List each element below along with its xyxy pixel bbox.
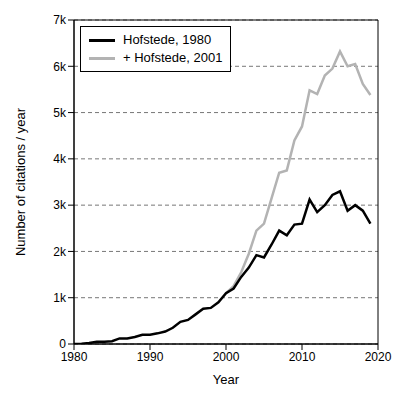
svg-text:4k: 4k: [53, 152, 67, 166]
svg-text:2k: 2k: [53, 245, 67, 259]
html-text:Hofstede, 1980: Hofstede, 1980: [123, 32, 212, 47]
svg-text:5k: 5k: [53, 106, 67, 120]
svg-text:2010: 2010: [289, 350, 316, 364]
svg-text:1990: 1990: [137, 350, 164, 364]
svg-text:Number of citations / year: Number of citations / year: [13, 107, 28, 256]
html-text:+ Hofstede, 2001: + Hofstede, 2001: [123, 50, 223, 65]
svg-text:7k: 7k: [53, 13, 67, 27]
svg-text:3k: 3k: [53, 198, 67, 212]
svg-text:1980: 1980: [61, 350, 88, 364]
svg-text:6k: 6k: [53, 60, 67, 74]
svg-text:2000: 2000: [213, 350, 240, 364]
svg-text:0: 0: [59, 337, 66, 351]
svg-text:Year: Year: [213, 372, 240, 387]
svg-text:2020: 2020: [365, 350, 392, 364]
svg-text:1k: 1k: [53, 291, 67, 305]
